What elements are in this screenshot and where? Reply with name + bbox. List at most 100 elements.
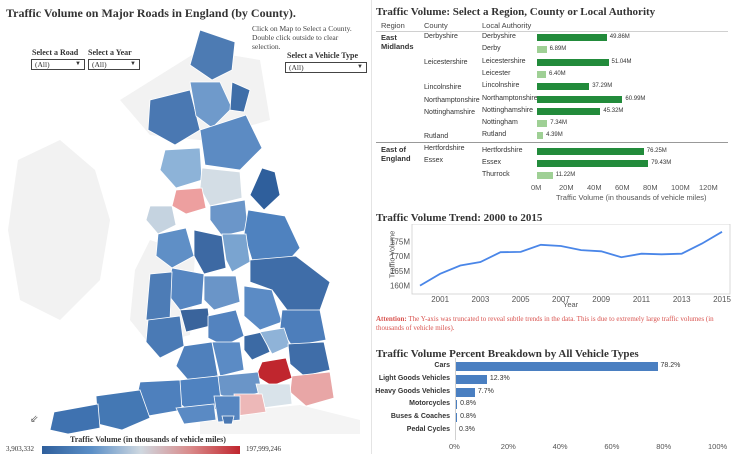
authority-label[interactable]: Nottinghamshire (482, 107, 533, 114)
county-hampshire[interactable] (213, 395, 241, 423)
authority-label[interactable]: Leicester (482, 70, 511, 77)
chevron-down-icon: ▼ (75, 61, 81, 67)
vehicle-type-label[interactable]: Motorcycles (409, 400, 450, 407)
vehicle-type-bar[interactable] (455, 400, 458, 409)
county-label[interactable]: Essex (424, 157, 444, 164)
county-east-yorkshire[interactable] (249, 167, 281, 211)
authority-label[interactable]: Hertfordshire (482, 147, 523, 154)
authority-x-title: Traffic Volume (in thousands of vehicle … (556, 193, 707, 202)
county-shropshire[interactable] (145, 271, 173, 321)
county-kent[interactable] (289, 371, 335, 407)
county-isle-of-wight[interactable] (221, 415, 235, 425)
year-filter-select[interactable]: (All) ▼ (88, 59, 140, 70)
authority-bar-value: 37.29M (592, 83, 613, 89)
county-cornwall[interactable] (49, 403, 101, 434)
authority-label[interactable]: Northamptonshire (482, 95, 538, 102)
county-durham[interactable] (189, 81, 233, 129)
vehicle-type-label[interactable]: Heavy Goods Vehicles (375, 388, 450, 395)
panel-divider (371, 0, 372, 454)
year-filter-value: (All) (92, 60, 107, 69)
authority-label[interactable]: Leicestershire (482, 58, 526, 65)
vehicle-type-bar[interactable] (455, 375, 487, 384)
vehicle-type-label[interactable]: Buses & Coaches (390, 413, 450, 420)
county-label[interactable]: Hertfordshire (424, 145, 465, 152)
vehicle-type-label[interactable]: Pedal Cycles (406, 426, 450, 433)
vehicle-filter-select[interactable]: (All) ▼ (285, 62, 367, 73)
county-label[interactable]: Lincolnshire (424, 84, 462, 91)
county-label[interactable]: Nottinghamshire (424, 109, 475, 116)
authority-bar[interactable] (537, 120, 548, 127)
map-title: Traffic Volume on Major Roads in England… (6, 6, 296, 20)
county-lancashire[interactable] (159, 147, 203, 189)
county-west-yorkshire[interactable] (199, 167, 243, 207)
authority-bar[interactable] (537, 34, 607, 41)
authority-x-tick: 100M (671, 183, 690, 192)
england-county-map[interactable]: ⇙ (0, 20, 370, 434)
authority-bar-value: 4.39M (546, 132, 563, 138)
road-filter-select[interactable]: (All) ▼ (31, 59, 85, 70)
county-northumberland[interactable] (189, 29, 236, 81)
header-county: County (424, 21, 448, 30)
authority-bar[interactable] (537, 59, 609, 66)
vehicle-x-tick: 0% (449, 442, 460, 451)
trend-frame (411, 224, 731, 295)
legend-max: 197,999,246 (246, 445, 281, 453)
attention-label: Attention: (376, 315, 407, 323)
county-north-yorkshire[interactable] (199, 114, 263, 171)
region-line2: Midlands (381, 42, 414, 51)
region-east-of-england[interactable]: East of England (381, 145, 411, 163)
vehicle-filter-label: Select a Vehicle Type (287, 51, 359, 60)
authority-label[interactable]: Lincolnshire (482, 82, 520, 89)
vehicle-type-bar[interactable] (455, 388, 475, 397)
county-leicestershire[interactable] (203, 275, 241, 311)
county-nottinghamshire[interactable] (221, 233, 251, 273)
county-label[interactable]: Rutland (424, 133, 449, 140)
county-devon[interactable] (95, 389, 151, 431)
county-northamptonshire[interactable] (207, 309, 245, 347)
authority-x-tick: 60M (615, 183, 630, 192)
authority-bar[interactable] (537, 132, 544, 139)
county-south-yorkshire[interactable] (209, 199, 249, 237)
chevron-down-icon: ▼ (357, 64, 363, 70)
authority-label[interactable]: Essex (482, 159, 502, 166)
vehicle-type-bar[interactable] (455, 413, 458, 422)
vehicle-type-bar[interactable] (455, 362, 658, 371)
county-tyne-wear[interactable] (229, 81, 251, 113)
county-essex[interactable] (287, 341, 331, 377)
authority-bar[interactable] (537, 46, 547, 53)
authority-bar[interactable] (537, 96, 623, 103)
county-label[interactable]: Derbyshire (424, 33, 458, 40)
county-cambridgeshire[interactable] (243, 285, 283, 331)
county-greater-manchester[interactable] (171, 187, 207, 215)
county-oxfordshire[interactable] (211, 341, 245, 377)
authority-bar[interactable] (537, 160, 649, 167)
region-east-midlands[interactable]: East Midlands (381, 33, 414, 51)
authority-label[interactable]: Rutland (482, 131, 507, 138)
county-dorset[interactable] (175, 403, 217, 425)
county-herefordshire[interactable] (145, 315, 185, 359)
legend-color-ramp (42, 446, 240, 454)
county-cheshire[interactable] (155, 227, 195, 269)
authority-label[interactable]: Thurrock (482, 171, 510, 178)
county-cumbria[interactable] (147, 89, 201, 146)
county-label[interactable]: Leicestershire (424, 59, 468, 66)
authority-bar[interactable] (537, 71, 546, 78)
county-greater-london[interactable] (255, 357, 293, 387)
trend-line-chart[interactable]: 175M 170M 165M 160M 2001 2003 2005 2007 2009 2011… (376, 224, 732, 304)
vehicle-type-label[interactable]: Cars (434, 362, 450, 369)
county-gloucestershire[interactable] (175, 341, 219, 381)
authority-label[interactable]: Derby (482, 45, 501, 52)
county-merseyside[interactable] (145, 205, 177, 235)
attention-text: The Y-axis was truncated to reveal subtl… (376, 315, 714, 332)
authority-label[interactable]: Nottingham (482, 119, 518, 126)
authority-bar[interactable] (537, 172, 553, 179)
authority-bar[interactable] (537, 108, 601, 115)
county-label[interactable]: Northamptonshire (424, 97, 480, 104)
vehicle-type-label[interactable]: Light Goods Vehicles (378, 375, 450, 382)
trend-series-line[interactable] (419, 231, 723, 287)
authority-label[interactable]: Derbyshire (482, 33, 516, 40)
authority-bar[interactable] (537, 83, 590, 90)
county-derbyshire[interactable] (193, 229, 227, 275)
vehicle-type-value: 0.3% (459, 426, 475, 433)
authority-bar[interactable] (537, 148, 644, 155)
